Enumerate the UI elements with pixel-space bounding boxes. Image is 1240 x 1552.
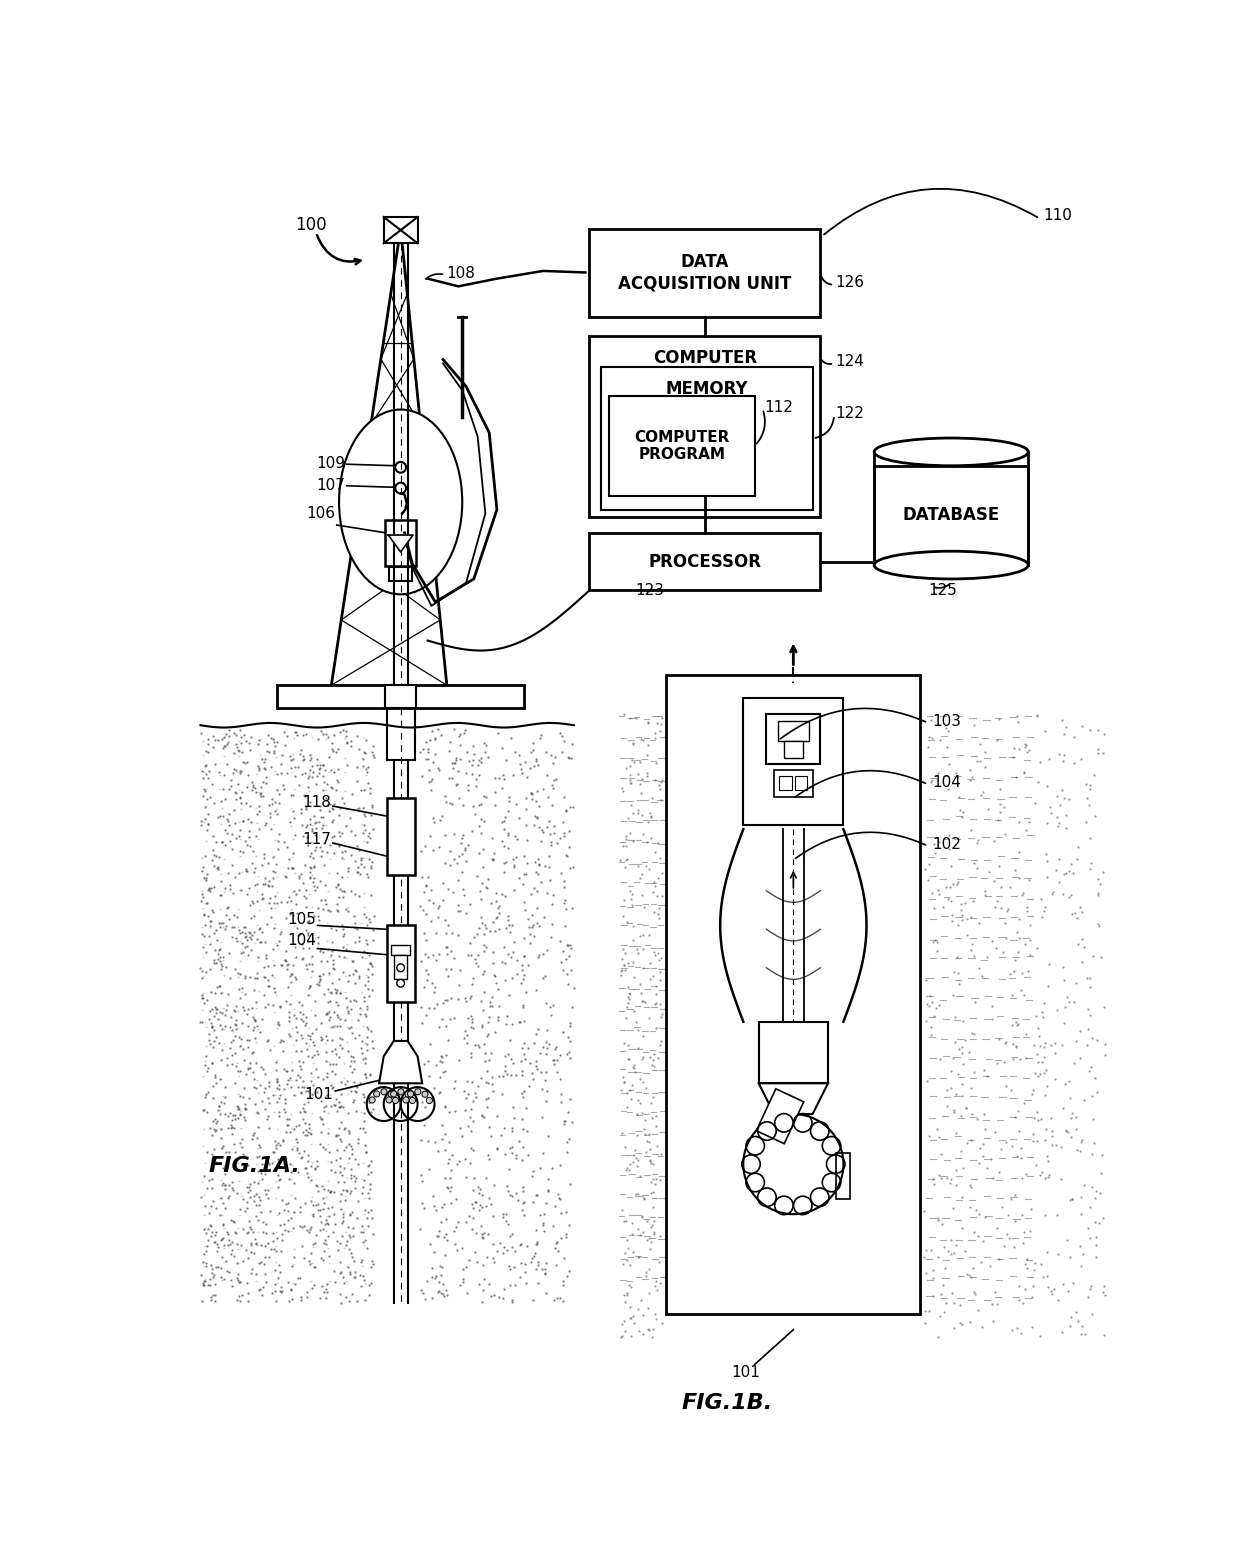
Text: 105: 105 <box>288 911 316 927</box>
Circle shape <box>414 1088 420 1094</box>
Text: PROCESSOR: PROCESSOR <box>649 553 761 571</box>
Bar <box>609 396 755 495</box>
Bar <box>387 925 414 1003</box>
Text: 122: 122 <box>836 407 864 421</box>
Circle shape <box>373 1091 379 1097</box>
Bar <box>394 956 407 979</box>
Text: 101: 101 <box>732 1364 760 1380</box>
Text: MEMORY: MEMORY <box>666 380 748 397</box>
Bar <box>874 466 1028 565</box>
Polygon shape <box>759 1083 828 1114</box>
Text: COMPUTER
PROGRAM: COMPUTER PROGRAM <box>634 430 729 462</box>
Bar <box>589 337 821 517</box>
Ellipse shape <box>874 551 1028 579</box>
Circle shape <box>408 1091 414 1097</box>
Bar <box>386 684 417 708</box>
Bar <box>784 740 802 757</box>
Text: 112: 112 <box>764 400 792 414</box>
Bar <box>278 684 523 708</box>
Bar <box>777 722 808 740</box>
Text: 104: 104 <box>932 776 961 790</box>
Text: 107: 107 <box>316 478 345 492</box>
Bar <box>774 770 812 796</box>
Bar <box>836 1153 849 1198</box>
Text: 102: 102 <box>932 837 961 852</box>
Bar <box>383 217 418 244</box>
Circle shape <box>388 1091 394 1097</box>
Text: 100: 100 <box>295 216 327 234</box>
Bar <box>387 798 414 875</box>
Polygon shape <box>756 1090 804 1144</box>
Polygon shape <box>379 1041 422 1083</box>
Text: FIG.1B.: FIG.1B. <box>682 1392 773 1412</box>
Text: 110: 110 <box>1044 208 1073 223</box>
Circle shape <box>422 1091 428 1097</box>
Circle shape <box>370 1097 376 1103</box>
Text: 101: 101 <box>305 1088 334 1102</box>
Bar <box>589 532 821 590</box>
Text: 104: 104 <box>288 933 316 948</box>
Bar <box>392 945 410 956</box>
Bar <box>759 1021 828 1083</box>
Text: 109: 109 <box>316 456 345 470</box>
Bar <box>666 675 920 1315</box>
Bar <box>601 368 812 509</box>
Circle shape <box>386 1097 392 1103</box>
Circle shape <box>392 1097 398 1103</box>
Circle shape <box>398 1088 404 1094</box>
Text: 103: 103 <box>932 714 961 729</box>
Bar <box>795 776 807 790</box>
Circle shape <box>391 1091 397 1097</box>
Polygon shape <box>388 535 413 553</box>
Text: 117: 117 <box>303 832 331 847</box>
Circle shape <box>409 1097 415 1103</box>
Circle shape <box>381 1088 387 1094</box>
Text: FIG.1A.: FIG.1A. <box>208 1156 300 1176</box>
Ellipse shape <box>339 410 463 594</box>
Text: 108: 108 <box>446 265 475 281</box>
Text: 124: 124 <box>836 354 864 369</box>
Circle shape <box>405 1091 412 1097</box>
Text: 126: 126 <box>836 275 864 290</box>
Circle shape <box>403 1097 409 1103</box>
Bar <box>743 698 843 826</box>
Bar <box>589 228 821 317</box>
Text: 118: 118 <box>303 795 331 810</box>
Ellipse shape <box>874 438 1028 466</box>
Text: COMPUTER: COMPUTER <box>652 349 756 366</box>
Bar <box>389 568 412 582</box>
Circle shape <box>427 1097 433 1103</box>
Text: 125: 125 <box>928 584 957 598</box>
Text: DATA
ACQUISITION UNIT: DATA ACQUISITION UNIT <box>618 253 791 292</box>
Bar <box>386 520 417 566</box>
Bar <box>766 714 821 764</box>
Text: DATABASE: DATABASE <box>903 506 999 525</box>
Bar <box>780 776 792 790</box>
Text: 106: 106 <box>306 506 335 521</box>
Text: 123: 123 <box>635 584 665 598</box>
